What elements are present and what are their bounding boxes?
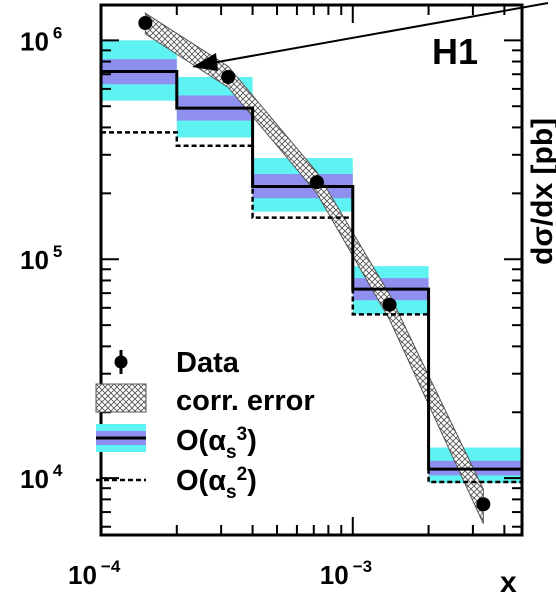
x-axis-label: x	[500, 566, 517, 597]
nlo-histogram-line	[101, 70, 522, 471]
x-tick-label-0: 10 −4	[68, 557, 121, 590]
legend-label-0: Data	[176, 347, 240, 379]
annotation-arrow	[192, 2, 549, 71]
corr-error-band	[144, 12, 484, 524]
data-points	[138, 15, 491, 512]
data-point-0	[138, 15, 153, 30]
legend-label-3: O(αs2)	[176, 464, 257, 503]
y-tick-label-2: 10 4	[20, 461, 63, 494]
data-point-4	[476, 497, 491, 512]
legend-label-1: corr. error	[176, 385, 315, 417]
data-point-2	[309, 175, 324, 190]
data-point-3	[382, 297, 397, 312]
legend-hatch-swatch	[95, 383, 147, 413]
x-tick-label-1: 10 −3	[320, 557, 372, 590]
legend-label-2: O(αs3)	[176, 424, 257, 463]
corr-error-polygon	[144, 12, 484, 524]
histograms	[101, 70, 522, 484]
y-axis-label: dσ/dx [pb]	[526, 118, 556, 265]
tick-labels: 10 −4 10 −3 10 6 10 5 10 4	[20, 23, 372, 590]
y-tick-label-1: 10 5	[20, 242, 62, 275]
axis-ticks	[100, 5, 522, 535]
data-point-1	[221, 69, 236, 84]
legend: Data corr. error O(αs3)O(αs2)	[95, 347, 315, 503]
y-tick-label-0: 10 6	[20, 23, 62, 56]
experiment-label: H1	[432, 31, 478, 72]
